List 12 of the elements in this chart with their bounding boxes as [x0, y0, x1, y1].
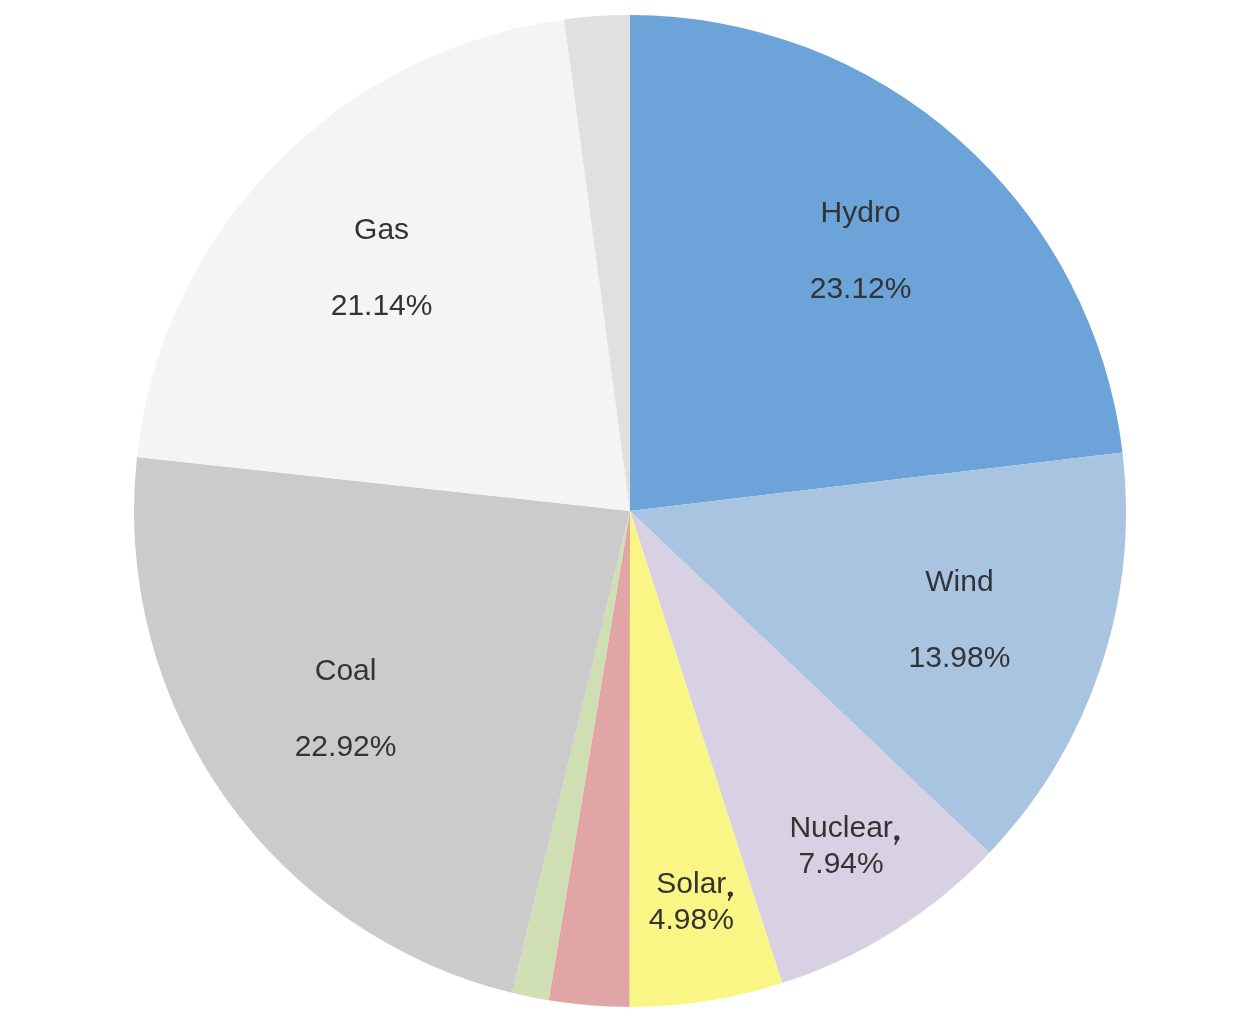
- slice-label: Solar: [656, 866, 727, 900]
- slice-label: Coal: [314, 653, 377, 687]
- slice-label: Gas: [354, 211, 410, 245]
- data-label: 23.12%: [809, 270, 912, 304]
- data-label: 7.94%: [798, 846, 884, 880]
- data-label: 13.98%: [908, 639, 1011, 673]
- slice-label: Hydro: [820, 194, 901, 228]
- data-label: 21.14%: [330, 287, 433, 321]
- data-label: 22.92%: [294, 729, 397, 763]
- data-label: 4.98%: [648, 902, 734, 936]
- slice-label: Nuclear: [789, 810, 893, 844]
- slice-label: Wind: [925, 563, 994, 597]
